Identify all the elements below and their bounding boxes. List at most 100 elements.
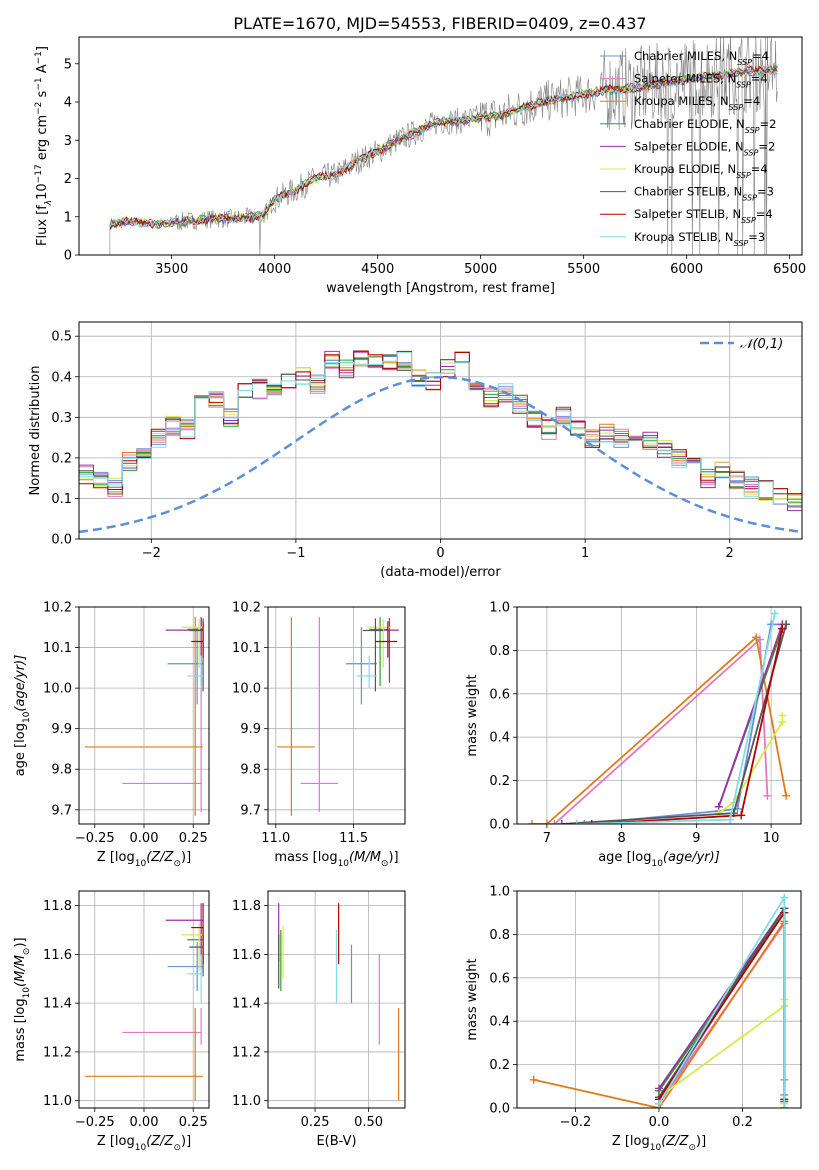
mass_vs_Z-point-salp_stelib — [191, 903, 204, 965]
age_vs_mass-ytick-label: 10.0 — [232, 682, 261, 697]
age_vs_Z-errorbars — [84, 617, 204, 816]
weight_vs_Z-ytick-label: 0.8 — [489, 928, 510, 943]
weight_vs_age-ylabel: mass weight — [465, 674, 480, 756]
weight_vs_age-marker — [542, 820, 551, 824]
residuals-bars — [79, 350, 802, 534]
spectrum-ylabel: Flux [fλ10−17 erg cm−2 s−1 A−1] — [34, 46, 54, 246]
weight_vs_Z-lines — [529, 893, 789, 1108]
weight_vs_age-xlabel: age [log10(age/yr)] — [598, 850, 720, 869]
spectrum-model-line-chab_stelib — [109, 66, 778, 230]
spectrum-xtick-label: 4500 — [361, 262, 394, 277]
age_vs_mass-point-salp_stelib — [375, 621, 398, 658]
spectrum-panel: 3500 4000 4500 5000 5500 6000 6500 0 1 2 3 4 5 wavele… — [34, 36, 806, 296]
residuals-panel: −2 −1 0 1 2 0.0 0.1 0.2 0.3 0.4 0.5 (data-model)/er… — [28, 321, 803, 580]
mass_vs_ebv-ytick-label: 11.6 — [232, 948, 261, 963]
mass_vs_Z-xtick-label: 0.00 — [130, 1115, 159, 1130]
age_vs_mass-point-chab_elodie — [369, 617, 388, 687]
age_vs_mass-point-chab_stelib — [362, 618, 384, 692]
age_vs_Z-ytick-label: 10.1 — [43, 641, 72, 656]
residuals-ytick-label: 0.5 — [51, 330, 72, 345]
spectrum-legend: Chabrier MILES, NSSP=4 Salpeter MILES, NS… — [600, 49, 776, 247]
spectrum-xlabel: wavelength [Angstrom, rest frame] — [326, 281, 555, 296]
spectrum-frame — [78, 36, 803, 256]
spectrum-observed-line — [109, 37, 778, 255]
age_vs_mass-point-krou_elodie — [367, 619, 391, 668]
weight_vs_Z-ytick-label: 0.4 — [489, 1015, 510, 1030]
weight_vs_Z-xtick-label: 0.2 — [732, 1115, 753, 1130]
age_vs_mass-ytick-label: 9.8 — [240, 763, 261, 778]
weight_vs_age-line-salp_elodie — [717, 624, 784, 807]
mass_vs_Z-xtick-label: 0.25 — [179, 1115, 208, 1130]
mass_vs_ebv-ytick-label: 11.0 — [232, 1094, 261, 1109]
residuals-normal-curve — [79, 375, 802, 534]
spectrum-legend-label: Chabrier STELIB, NSSP=3 — [634, 185, 774, 203]
weight_vs_age-ytick-label: 0.8 — [489, 644, 510, 659]
residuals-ytick-label: 0.2 — [51, 451, 72, 466]
weight_vs_Z-ytick-label: 0.0 — [489, 1102, 510, 1117]
age_vs_Z-ytick-label: 9.7 — [51, 803, 72, 818]
spectrum-legend-label: Salpeter ELODIE, NSSP=2 — [634, 139, 775, 157]
age_vs_Z-xtick-label: 0.25 — [179, 831, 208, 846]
weight_vs_age-marker — [782, 620, 791, 629]
spectrum-ytick-label: 3 — [64, 134, 72, 149]
residuals-legend-label: 𝒩(0,1) — [740, 337, 783, 352]
age_vs_mass-ytick-label: 10.2 — [232, 601, 261, 616]
spectrum-legend-label: Salpeter MILES, NSSP=4 — [634, 72, 768, 90]
weight_vs_age-marker — [782, 791, 791, 800]
weight_vs_age-panel: 7 8 9 10 0.0 0.2 0.4 0.6 0.8 1.0 age [log10(age/yr… — [465, 601, 802, 869]
weight_vs_age-ytick-label: 0.2 — [489, 774, 510, 789]
weight_vs_age-ytick-label: 0.0 — [489, 818, 510, 833]
spectrum-legend-label: Salpeter STELIB, NSSP=4 — [634, 207, 773, 225]
age_vs_mass-frame — [267, 606, 406, 825]
weight_vs_Z-xtick-label: −0.2 — [560, 1115, 592, 1130]
weight_vs_Z-marker — [655, 1099, 663, 1108]
age_vs_mass-panel: 11.0 11.5 9.7 9.8 9.9 10.0 10.1 10.2 mass [log10… — [232, 601, 406, 869]
weight_vs_age-ytick-label: 0.4 — [489, 731, 510, 746]
mass_vs_ebv-xtick-label: 0.50 — [354, 1115, 383, 1130]
weight_vs_age-marker — [726, 815, 734, 824]
spectrum-ytick-label: 4 — [64, 96, 72, 111]
mass_vs_Z-point-krou_miles — [84, 1008, 204, 1101]
mass_vs_Z-point-krou_stelib — [187, 954, 204, 1004]
age_vs_mass-point-krou_stelib — [356, 655, 377, 689]
weight_vs_Z-panel: −0.2 0.0 0.2 0.0 0.2 0.4 0.6 0.8 1.0 Z [log10(Z/Z… — [465, 885, 802, 1153]
panels: 3500 4000 4500 5000 5500 6000 6500 0 1 2 3 4 5 wavele… — [13, 36, 806, 1153]
age_vs_Z-point-krou_elodie — [181, 619, 204, 668]
age_vs_Z-point-chab_miles — [167, 627, 204, 705]
spectrum-xtick-label: 4000 — [258, 262, 291, 277]
weight_vs_Z-marker — [780, 893, 789, 902]
weight_vs_age-xtick-label: 8 — [617, 831, 625, 846]
mass_vs_Z-xtick-label: −0.25 — [75, 1115, 115, 1130]
spectrum-model-line-krou_stelib — [109, 66, 778, 229]
residuals-hist-krou_stelib — [79, 352, 802, 505]
weight_vs_age-xtick-label: 9 — [692, 831, 700, 846]
weight_vs_Z-ytick-label: 0.6 — [489, 971, 510, 986]
weight_vs_age-xtick-label: 10 — [763, 831, 780, 846]
age_vs_Z-xtick-label: −0.25 — [75, 831, 115, 846]
age_vs_Z-ytick-label: 10.2 — [43, 601, 72, 616]
weight_vs_Z-marker — [655, 1084, 663, 1093]
age_vs_mass-point-krou_miles — [277, 617, 315, 816]
mass_vs_Z-frame — [78, 890, 210, 1109]
mass_vs_Z-point-chab_miles — [167, 942, 204, 991]
mass_vs_Z-ytick-label: 11.4 — [43, 997, 72, 1012]
spectrum-xtick-label: 6000 — [670, 262, 703, 277]
spectrum-ytick-label: 1 — [64, 210, 72, 225]
weight_vs_Z-ylabel: mass weight — [465, 958, 480, 1040]
spectrum-xtick-label: 5000 — [464, 262, 497, 277]
residuals-ylabel: Normed distribution — [28, 366, 43, 496]
spectrum-legend-label: Chabrier MILES, NSSP=4 — [634, 49, 769, 67]
age_vs_mass-xlabel: mass [log10(M/M⊙)] — [274, 850, 398, 869]
weight_vs_age-ytick-label: 0.6 — [489, 687, 510, 702]
spectrum-legend-label: Kroupa STELIB, NSSP=3 — [634, 230, 765, 248]
residuals-xtick-label: −2 — [142, 546, 161, 561]
residuals-ytick-label: 0.4 — [51, 370, 72, 385]
mass_vs_Z-ylabel: mass [log10(M/M⊙)] — [13, 937, 32, 1061]
weight_vs_Z-marker — [529, 1075, 538, 1084]
residuals-xtick-label: −1 — [286, 546, 305, 561]
mass_vs_ebv-errorbars — [278, 903, 400, 1101]
weight_vs_age-marker — [770, 609, 779, 618]
weight_vs_age-marker — [550, 820, 559, 824]
age_vs_mass-ytick-label: 10.1 — [232, 641, 261, 656]
weight_vs_age-marker — [763, 791, 772, 800]
